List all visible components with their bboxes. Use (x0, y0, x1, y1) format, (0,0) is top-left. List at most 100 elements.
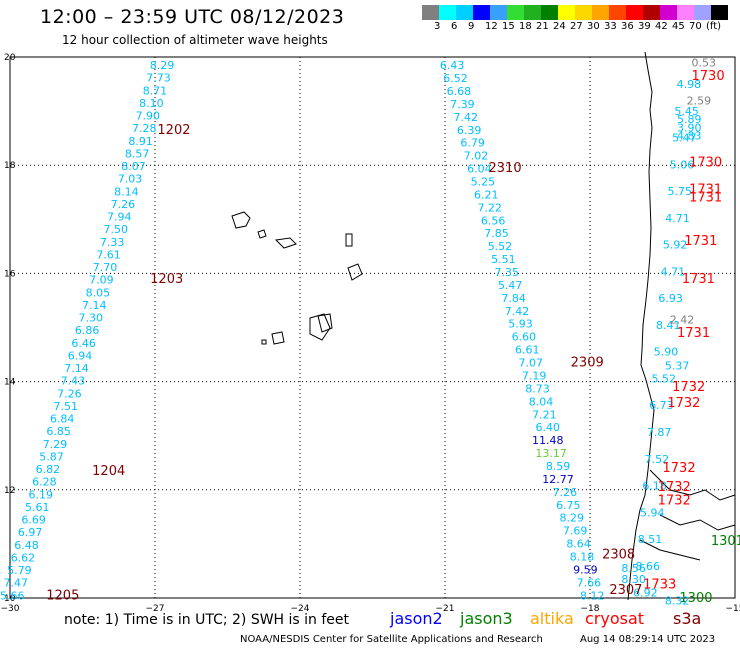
cape-verde-santo-antao (231, 211, 251, 229)
africa-coastline (627, 51, 655, 601)
wave-height-value: 7.87 (647, 426, 672, 439)
legend-swatch (643, 5, 660, 20)
legend-label: 45 (672, 21, 685, 32)
wave-height-value: 8.71 (143, 84, 168, 97)
wave-height-value: 7.30 (78, 312, 103, 325)
wave-height-value: 7.84 (501, 292, 526, 305)
cape-verde-santiago (309, 313, 331, 341)
wave-height-value: 3.90 (677, 121, 702, 134)
wave-height-value: 8.56 (621, 562, 646, 575)
legend-label: 12 (485, 21, 498, 32)
map-title: 12:00 – 23:59 UTC 08/12/2023 (40, 6, 345, 28)
wave-height-value: 7.50 (103, 223, 128, 236)
x-tick-label: −15 (726, 604, 740, 614)
pass-time-label: 1731 (684, 234, 717, 249)
wave-height-value: 5.06 (670, 158, 695, 171)
legend-swatch (473, 5, 490, 20)
wave-height-value: 9.59 (573, 563, 598, 576)
credit-text: NOAA/NESDIS Center for Satellite Applica… (240, 634, 543, 645)
wave-height-value: 6.60 (512, 331, 537, 344)
wave-height-value: 4.71 (661, 265, 686, 278)
pass-time-label: 2309 (571, 356, 604, 371)
wave-height-value: 8.07 (121, 160, 146, 173)
wave-height-value: 6.39 (457, 124, 482, 137)
wave-height-value: 7.02 (464, 150, 489, 163)
wave-height-value: 5.51 (491, 253, 516, 266)
wave-height-value: 4.71 (665, 212, 690, 225)
cape-verde-sao-vicente (257, 229, 267, 239)
wave-height-value: 8.32 (665, 595, 690, 608)
wave-height-value: 5.66 (0, 589, 25, 602)
wave-height-value: 5.47 (672, 132, 697, 145)
legend-swatches (422, 5, 732, 20)
legend-label: 30 (587, 21, 600, 32)
legend-label: 39 (638, 21, 651, 32)
wave-height-value: 12.77 (542, 473, 574, 486)
pass-time-label: 1733 (643, 577, 676, 592)
wave-height-value: 7.26 (553, 486, 578, 499)
legend-swatch (609, 5, 626, 20)
pass-time-label: 1732 (672, 380, 705, 395)
legend-swatch (456, 5, 473, 20)
wave-height-value: 7.85 (484, 227, 509, 240)
pass-time-label: 1301 (711, 534, 740, 549)
wave-height-value: 4.83 (677, 129, 702, 142)
wave-height-value: 7.33 (100, 236, 125, 249)
wave-height-value: 7.21 (532, 408, 557, 421)
legend-swatch (524, 5, 541, 20)
cape-verde-fogo (271, 331, 285, 345)
wave-height-value: 8.29 (150, 59, 175, 72)
wave-height-value: 6.75 (556, 499, 581, 512)
pass-time-label: 1731 (677, 326, 710, 341)
pass-time-label: 1300 (679, 591, 712, 606)
legend-swatch (677, 5, 694, 20)
wave-height-value: 6.85 (46, 425, 71, 438)
wave-height-value: 7.69 (563, 525, 588, 538)
wave-height-value: 6.68 (447, 85, 472, 98)
legend-swatch (575, 5, 592, 20)
wave-height-value: 11.48 (532, 434, 564, 447)
wave-height-value: 6.52 (443, 72, 468, 85)
wave-height-value: 6.28 (32, 476, 57, 489)
wave-height-value: 4.98 (677, 78, 702, 91)
wave-height-value: 7.07 (518, 357, 543, 370)
wave-height-value: 6.43 (440, 59, 465, 72)
wave-height-value: 7.51 (54, 400, 79, 413)
y-tick-label: 12 (4, 486, 15, 496)
legend-label: 18 (519, 21, 532, 32)
wave-height-value: 8.51 (638, 533, 663, 546)
wave-height-value: 2.42 (670, 313, 695, 326)
pass-time-label: 2307 (609, 583, 642, 598)
wave-height-value: 8.30 (621, 573, 646, 586)
legend-label: 3 (434, 21, 441, 32)
footer-note: note: 1) Time is in UTC; 2) SWH is in fe… (64, 612, 350, 628)
y-tick-label: 20 (4, 53, 16, 63)
wave-height-value: 5.93 (508, 318, 533, 331)
wave-height-value: 8.91 (128, 135, 153, 148)
wave-height-value: 7.43 (61, 375, 86, 388)
wave-height-value: 6.86 (75, 324, 100, 337)
satellite-cryosat: cryosat (585, 609, 645, 628)
wave-height-value: 8.18 (570, 551, 595, 564)
wave-height-value: 5.37 (665, 359, 690, 372)
legend-labels: 3 6 9 12 15 18 21 24 27 30 33 36 39 42 45 70 (ft) (422, 20, 732, 34)
wave-height-value: 6.18 (642, 480, 667, 493)
legend-label: 6 (451, 21, 458, 32)
wave-height-value: 5.75 (668, 185, 693, 198)
pass-time-label: 1732 (663, 461, 696, 476)
x-tick-label: −24 (291, 604, 310, 614)
wave-height-values: 8.297.738.718.107.907.288.918.578.077.03… (0, 56, 740, 607)
wave-height-value: 7.47 (4, 577, 29, 590)
wave-height-value: 7.61 (96, 248, 121, 261)
wave-height-value: 7.90 (136, 110, 161, 123)
wave-height-value: 7.19 (522, 369, 547, 382)
legend-label: 15 (502, 21, 515, 32)
y-tick-label: 16 (4, 269, 16, 279)
color-legend: 3 6 9 12 15 18 21 24 27 30 33 36 39 42 45 70 (ft) (422, 5, 732, 34)
wave-height-value: 7.22 (477, 201, 502, 214)
y-tick-label: 18 (4, 161, 16, 171)
wave-height-value: 5.61 (25, 501, 50, 514)
wave-height-value: 6.21 (474, 188, 499, 201)
wave-height-value: 5.87 (39, 450, 64, 463)
satellite-altika: altika (530, 609, 574, 628)
